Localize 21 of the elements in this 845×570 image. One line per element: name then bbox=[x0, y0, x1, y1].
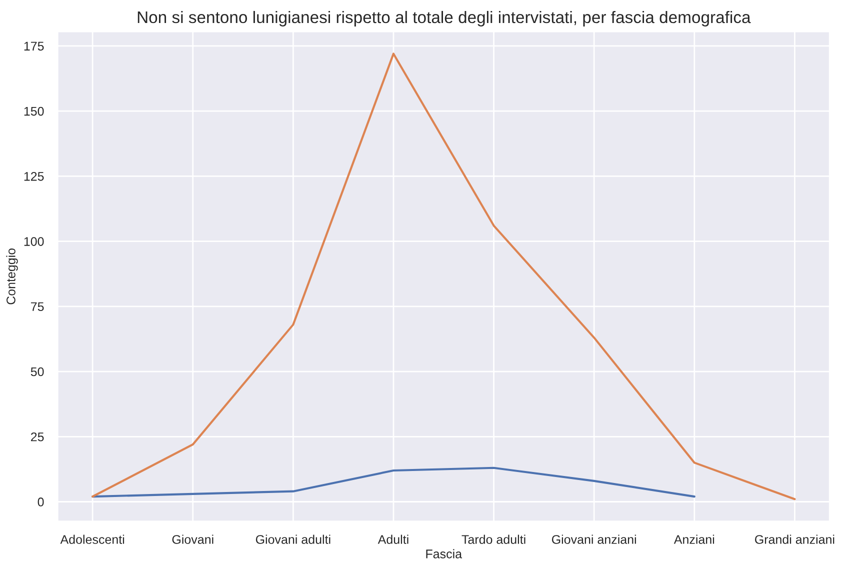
x-tick-label: Anziani bbox=[674, 534, 714, 544]
line-series bbox=[92, 52, 796, 500]
x-tick-label: Tardo adulti bbox=[462, 534, 526, 544]
y-tick-label: 175 bbox=[24, 42, 44, 51]
y-tick-label: 50 bbox=[30, 367, 44, 376]
chart-title: Non si sentono lunigianesi rispetto al totale degli intervistati, per fascia demografica bbox=[138, 10, 751, 26]
y-tick-label: 0 bbox=[38, 498, 44, 506]
x-tick-label: Giovani adulti bbox=[256, 534, 330, 544]
y-tick-label: 125 bbox=[24, 172, 44, 181]
x-tick-label: Grandi anziani bbox=[755, 534, 834, 544]
x-tick-label: Giovani anziani bbox=[552, 534, 636, 544]
y-tick-label: 75 bbox=[31, 302, 44, 312]
x-tick-label: Adulti bbox=[378, 534, 408, 544]
y-tick-label: 150 bbox=[24, 106, 44, 116]
x-tick-label: Adolescenti bbox=[60, 534, 124, 544]
y-tick-label: 25 bbox=[30, 432, 44, 442]
x-axis-title: Fascia bbox=[426, 549, 462, 558]
x-tick-label: Giovani bbox=[172, 534, 214, 544]
y-tick-label: 100 bbox=[24, 237, 44, 246]
y-axis-title: Conteggio bbox=[6, 248, 18, 304]
line-series bbox=[92, 466, 696, 498]
